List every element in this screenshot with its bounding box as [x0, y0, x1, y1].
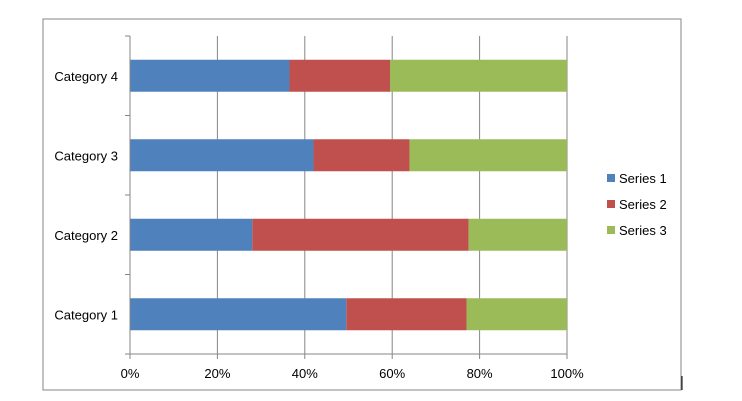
x-tick-label: 80% — [467, 366, 493, 381]
y-tick-label: Category 2 — [54, 228, 118, 243]
bar-series-1-category-4 — [130, 59, 290, 92]
bar-series-2-category-4 — [289, 59, 391, 92]
x-tick-label: 40% — [292, 366, 318, 381]
bar-series-3-category-4 — [390, 59, 567, 92]
y-tick-label: Category 3 — [54, 148, 118, 163]
bar-series-1-category-2 — [130, 218, 253, 251]
legend-swatch-2 — [607, 200, 615, 208]
x-tick-label: 20% — [204, 366, 230, 381]
bar-series-3-category-3 — [409, 139, 567, 172]
bar-series-2-category-2 — [252, 218, 469, 251]
legend-label-2: Series 2 — [619, 197, 667, 212]
bar-series-2-category-3 — [313, 139, 410, 172]
y-tick-label: Category 4 — [54, 69, 118, 84]
bar-series-3-category-2 — [468, 218, 567, 251]
legend: Series 1 Series 2 Series 3 — [607, 171, 667, 238]
y-tick-label: Category 1 — [54, 307, 118, 322]
x-tick-label: 100% — [550, 366, 584, 381]
bar-series-3-category-1 — [466, 298, 567, 331]
y-tick-labels: Category 1 Category 2 Category 3 Category 4 — [54, 69, 118, 323]
bar-series-1-category-3 — [130, 139, 314, 172]
bars — [130, 59, 567, 331]
x-tick-label: 0% — [121, 366, 140, 381]
legend-label-1: Series 1 — [619, 171, 667, 186]
legend-label-3: Series 3 — [619, 223, 667, 238]
bar-series-1-category-1 — [130, 298, 347, 331]
legend-swatch-1 — [607, 174, 615, 182]
x-tick-labels: 0% 20% 40% 60% 80% 100% — [121, 366, 584, 381]
legend-swatch-3 — [607, 226, 615, 234]
bar-series-2-category-1 — [346, 298, 467, 331]
axes — [125, 35, 568, 359]
x-tick-label: 60% — [379, 366, 405, 381]
